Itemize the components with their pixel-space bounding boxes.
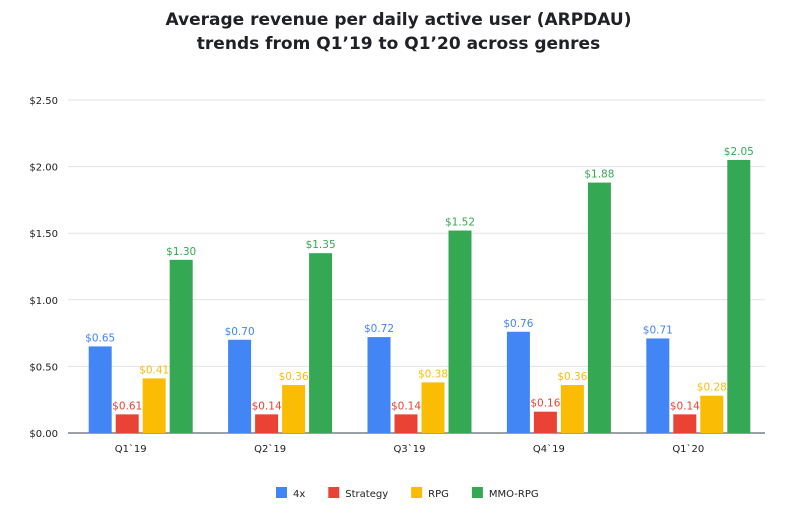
legend-label: Strategy bbox=[345, 489, 388, 500]
y-tick-label: $1.00 bbox=[29, 296, 58, 307]
data-label: $1.35 bbox=[306, 239, 336, 251]
y-tick-label: $2.50 bbox=[29, 96, 58, 107]
data-label: $0.14 bbox=[252, 400, 282, 412]
data-label: $0.72 bbox=[364, 323, 394, 335]
bar-mmo-rpg bbox=[309, 253, 333, 433]
legend-label: RPG bbox=[428, 489, 449, 500]
x-tick-label: Q1`19 bbox=[115, 443, 147, 455]
bar-strategy bbox=[115, 414, 139, 433]
bar-4x bbox=[506, 331, 530, 433]
bar-strategy bbox=[533, 411, 557, 433]
bar-4x bbox=[646, 338, 670, 433]
bar-mmo-rpg bbox=[727, 159, 751, 433]
chart-title: Average revenue per daily active user (A… bbox=[0, 8, 797, 56]
bar-rpg bbox=[282, 385, 306, 433]
bar-4x bbox=[228, 339, 252, 433]
data-label: $0.14 bbox=[391, 400, 421, 412]
bar-mmo-rpg bbox=[587, 182, 611, 433]
bar-rpg bbox=[421, 382, 445, 433]
data-label: $0.38 bbox=[418, 368, 448, 380]
bar-rpg bbox=[560, 385, 584, 433]
bar-strategy bbox=[673, 414, 697, 433]
bar-mmo-rpg bbox=[448, 230, 472, 433]
bar-strategy bbox=[255, 414, 279, 433]
legend-swatch bbox=[276, 487, 287, 498]
x-tick-label: Q2`19 bbox=[254, 443, 286, 455]
data-label: $0.28 bbox=[697, 382, 727, 394]
data-label: $2.05 bbox=[724, 146, 754, 158]
legend-label: 4x bbox=[293, 489, 305, 500]
chart-title-line2: trends from Q1’19 to Q1’20 across genres bbox=[196, 34, 601, 54]
data-label: $0.41 bbox=[139, 364, 169, 376]
y-tick-label: $1.50 bbox=[29, 229, 58, 240]
legend-swatch bbox=[471, 487, 483, 498]
data-label: $0.36 bbox=[279, 371, 309, 383]
x-tick-label: Q3`19 bbox=[394, 443, 426, 455]
y-tick-label: $0.50 bbox=[29, 362, 58, 373]
x-tick-label: Q4`19 bbox=[533, 443, 565, 455]
bar-rpg bbox=[142, 378, 166, 433]
data-label: $0.14 bbox=[670, 400, 700, 412]
data-label: $0.61 bbox=[112, 400, 142, 412]
data-label: $0.36 bbox=[557, 371, 587, 383]
bar-strategy bbox=[394, 414, 418, 433]
data-label: $1.52 bbox=[445, 217, 475, 229]
data-label: $0.70 bbox=[225, 326, 255, 338]
bar-4x bbox=[88, 346, 112, 433]
data-label: $0.71 bbox=[643, 324, 673, 336]
data-label: $1.30 bbox=[166, 246, 196, 258]
data-label: $0.76 bbox=[503, 318, 533, 330]
y-tick-label: $0.00 bbox=[29, 429, 58, 440]
data-label: $0.65 bbox=[85, 332, 115, 344]
legend-swatch bbox=[411, 487, 423, 498]
bar-4x bbox=[367, 337, 391, 433]
data-label: $1.88 bbox=[584, 169, 614, 181]
bar-rpg bbox=[700, 395, 724, 433]
x-tick-label: Q1`20 bbox=[672, 443, 704, 455]
bar-mmo-rpg bbox=[169, 259, 193, 433]
legend-swatch bbox=[328, 487, 340, 498]
data-label: $0.16 bbox=[530, 398, 560, 410]
y-tick-label: $2.00 bbox=[29, 163, 58, 174]
legend-label: MMO-RPG bbox=[489, 489, 539, 500]
chart-title-line1: Average revenue per daily active user (A… bbox=[165, 10, 632, 30]
